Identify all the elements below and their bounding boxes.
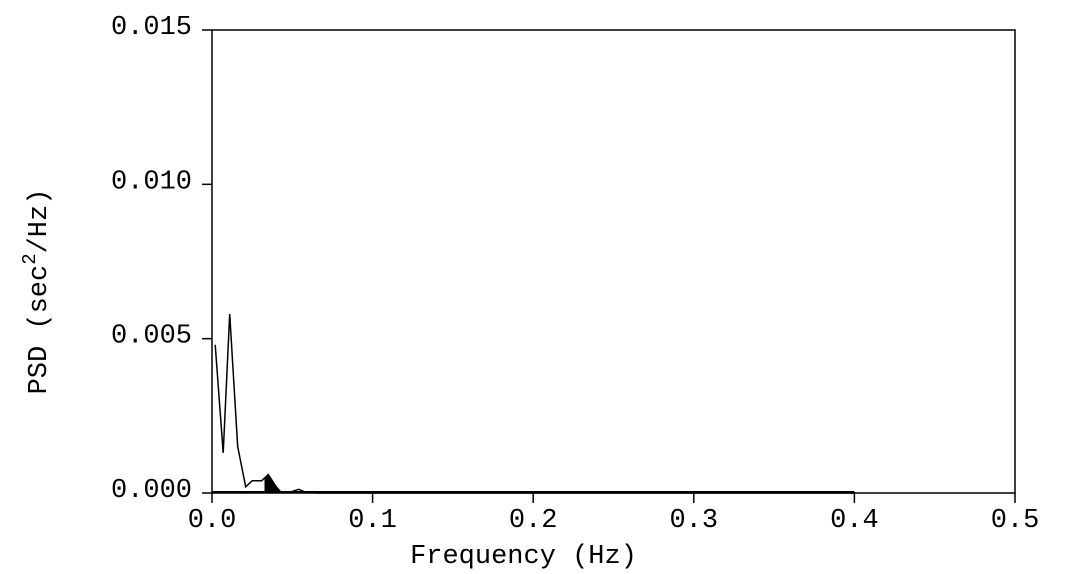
plot-frame (211, 29, 1016, 494)
y-axis-title-pre: PSD (sec (25, 265, 55, 395)
x-tick-label: 0.1 (348, 506, 397, 536)
x-ticks: 0.0 0.1 0.2 0.3 0.4 0.5 (188, 493, 1040, 536)
y-axis-title-post: /Hz) (25, 189, 55, 254)
y-tick-label: 0.005 (111, 322, 192, 352)
y-tick-label: 0.010 (111, 167, 192, 197)
x-tick-label: 0.3 (669, 506, 718, 536)
y-axis-title: PSD (sec2/Hz) (19, 189, 55, 395)
x-tick-label: 0.2 (509, 506, 558, 536)
y-tick-label: 0.000 (111, 476, 192, 506)
series-layer (214, 313, 855, 494)
x-tick-label: 0.5 (991, 506, 1040, 536)
psd-series-line (214, 313, 855, 494)
y-axis-title-sup: 2 (19, 253, 41, 264)
x-tick-label: 0.4 (830, 506, 879, 536)
y-ticks: 0.000 0.005 0.010 0.015 (111, 13, 212, 506)
x-tick-label: 0.0 (188, 506, 237, 536)
x-axis-title: Frequency (Hz) (410, 542, 637, 572)
y-tick-label: 0.015 (111, 13, 192, 43)
